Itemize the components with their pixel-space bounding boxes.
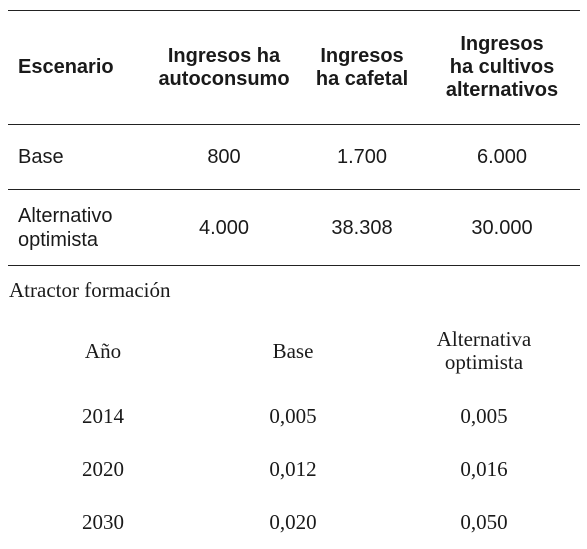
cell-value: 1.700 bbox=[300, 124, 424, 190]
cell-year: 2014 bbox=[82, 404, 124, 428]
cell-value: 0,005 bbox=[269, 404, 317, 428]
cell-value: 800 bbox=[148, 124, 300, 190]
cell-scenario: Base bbox=[8, 124, 148, 190]
cell-value: 30.000 bbox=[424, 189, 580, 266]
table-header-row: Escenario Ingresos ha autoconsumo Ingreso… bbox=[8, 10, 580, 125]
table-row: 2020 0,012 0,016 bbox=[8, 443, 580, 496]
table-row: Base 800 1.700 6.000 bbox=[8, 124, 580, 190]
cell-year: 2020 bbox=[82, 457, 124, 481]
header-ingresos-cafetal: Ingresos ha cafetal bbox=[300, 10, 424, 125]
cell-year: 2030 bbox=[82, 510, 124, 534]
cell-value: 0,050 bbox=[460, 510, 508, 534]
cell-scenario: Alternativo optimista bbox=[8, 189, 148, 266]
cell-value: 0,005 bbox=[460, 404, 508, 428]
table-row: 2014 0,005 0,005 bbox=[8, 390, 580, 443]
cell-value: 38.308 bbox=[300, 189, 424, 266]
header-base: Base bbox=[272, 338, 314, 363]
table-row: 2030 0,020 0,050 bbox=[8, 496, 580, 549]
header-ano: Año bbox=[84, 338, 122, 363]
header-ingresos-autoconsumo: Ingresos ha autoconsumo bbox=[148, 10, 300, 125]
cell-value: 0,012 bbox=[269, 457, 317, 481]
header-alternativa-optimista: Alternativa optimista bbox=[436, 327, 532, 374]
cell-value: 0,016 bbox=[460, 457, 508, 481]
header-escenario: Escenario bbox=[8, 10, 148, 125]
table-caption: Atractor formación bbox=[9, 278, 171, 302]
cell-value: 4.000 bbox=[148, 189, 300, 266]
income-scenario-table: Escenario Ingresos ha autoconsumo Ingreso… bbox=[8, 10, 580, 266]
table-header-row: Año Base Alternativa optimista bbox=[8, 312, 580, 390]
header-ingresos-cultivos-alternativos: Ingresos ha cultivos alternativos bbox=[424, 10, 580, 125]
table-row: Alternativo optimista 4.000 38.308 30.000 bbox=[8, 189, 580, 266]
cell-value: 0,020 bbox=[269, 510, 317, 534]
cell-value: 6.000 bbox=[424, 124, 580, 190]
attractor-table: Año Base Alternativa optimista 2014 0,005… bbox=[8, 312, 580, 549]
